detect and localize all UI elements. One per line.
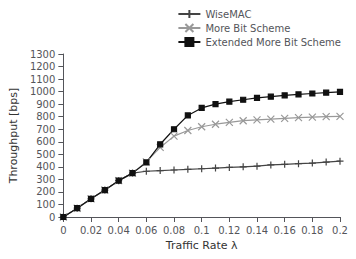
svg-text:600: 600 <box>36 136 55 147</box>
svg-text:0.1: 0.1 <box>194 225 210 236</box>
svg-text:Throughput [bps]: Throughput [bps] <box>7 88 20 185</box>
svg-text:800: 800 <box>36 111 55 122</box>
svg-text:700: 700 <box>36 124 55 135</box>
svg-text:0.16: 0.16 <box>274 225 296 236</box>
svg-text:0.18: 0.18 <box>301 225 323 236</box>
svg-text:0.08: 0.08 <box>163 225 185 236</box>
svg-text:0.02: 0.02 <box>80 225 102 236</box>
svg-text:200: 200 <box>36 186 55 197</box>
svg-text:1100: 1100 <box>30 74 55 85</box>
svg-text:0.14: 0.14 <box>246 225 268 236</box>
svg-text:0.2: 0.2 <box>332 225 348 236</box>
svg-text:1300: 1300 <box>30 49 55 60</box>
svg-text:1200: 1200 <box>30 61 55 72</box>
svg-text:0: 0 <box>49 212 55 223</box>
svg-text:0: 0 <box>60 225 66 236</box>
svg-text:500: 500 <box>36 149 55 160</box>
svg-text:0.06: 0.06 <box>135 225 157 236</box>
svg-text:0.04: 0.04 <box>108 225 130 236</box>
svg-text:Extended More Bit Scheme: Extended More Bit Scheme <box>205 37 341 48</box>
svg-text:900: 900 <box>36 99 55 110</box>
svg-text:100: 100 <box>36 199 55 210</box>
svg-text:Traffic Rate λ: Traffic Rate λ <box>165 239 238 252</box>
svg-text:400: 400 <box>36 161 55 172</box>
svg-text:1000: 1000 <box>30 86 55 97</box>
svg-text:More Bit Scheme: More Bit Scheme <box>205 23 290 34</box>
svg-text:0.12: 0.12 <box>218 225 240 236</box>
svg-text:300: 300 <box>36 174 55 185</box>
svg-text:WiseMAC: WiseMAC <box>205 9 251 20</box>
